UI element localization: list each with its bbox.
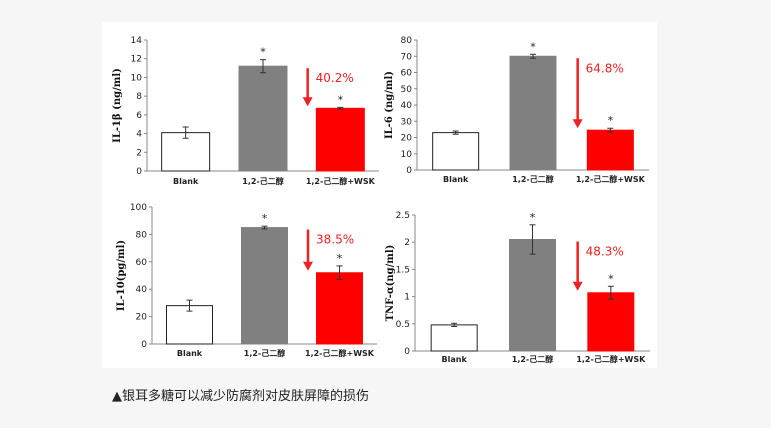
significance-marker: * [530,211,536,224]
x-category-label: 1,2-己二醇 [512,354,554,364]
y-tick-label: 14 [131,36,143,46]
bar-diol [509,238,556,352]
y-tick-label: 30 [401,117,413,127]
x-category-label: 1,2-己二醇 [244,348,286,358]
x-category-label: 1,2-己二醇+WSK [305,348,375,358]
y-axis-title: IL-1β (ng/ml) [112,68,123,143]
x-category-label: Blank [177,349,203,358]
reduction-percent-label: 38.5% [316,233,354,247]
y-tick-label: 0 [141,340,147,350]
y-tick-label: 12 [131,55,142,65]
significance-marker: * [260,46,266,59]
y-tick-label: 4 [136,130,142,140]
bar-diol [241,227,288,345]
il-6-chart: 0 10 20 30 40 50 60 70 80 IL-6 (ng/ml) Blank * 1,2-己… [384,36,649,184]
y-tick-label: 0.5 [396,320,410,330]
bar-blank [430,324,478,352]
y-tick-label: 8 [136,92,142,102]
bar-diol-wsk [315,107,365,172]
il-1b-chart: 0 2 4 6 8 10 12 14 IL-1β (ng/ml) Blank * 1,2-己二醇 * 1,… [112,36,379,186]
reduction-percent-label: 48.3% [586,244,624,258]
y-tick-label: 50 [401,85,413,95]
reduction-arrow-head [303,261,313,271]
y-axis-title: IL-6 (ng/ml) [384,71,395,139]
reduction-percent-label: 40.2% [316,71,354,85]
reduction-arrow-head [572,119,583,129]
y-tick-label: 80 [401,36,413,46]
y-tick-label: 60 [136,258,148,268]
significance-marker: * [608,272,614,285]
bar-blank [161,132,211,172]
bar-diol-wsk [587,292,635,352]
y-tick-label: 20 [136,313,148,323]
reduction-arrow-head [302,97,313,107]
y-tick-label: 40 [401,101,413,111]
x-category-label: Blank [442,355,468,364]
y-tick-label: 0 [136,167,142,177]
y-axis-title: TNF-α(ng/ml) [385,245,396,322]
figure-caption: ▲银耳多糖可以减少防腐剂对皮肤屏障的损伤 [112,389,369,404]
significance-marker: * [262,212,268,225]
y-tick-label: 6 [136,111,142,121]
y-tick-label: 60 [401,69,413,79]
y-tick-label: 2.5 [396,211,410,221]
bar-diol-wsk [316,272,363,345]
reduction-percent-label: 64.8% [586,61,624,75]
x-category-label: Blank [443,175,469,184]
reduction-arrow-head [572,281,583,291]
significance-marker: * [337,252,343,265]
y-tick-label: 1 [404,293,410,303]
tnf-a-chart: 0 0.5 1 1.5 2 2.5 TNF-α(ng/ml) Blank * 1,2-己二醇 * 1,… [385,211,650,364]
significance-marker: * [530,40,536,53]
x-category-label: 1,2-己二醇+WSK [306,176,376,186]
y-axis-title: IL-10(pg/ml) [116,240,127,311]
y-tick-label: 10 [401,150,413,160]
y-tick-label: 70 [401,52,413,62]
y-tick-label: 80 [136,230,148,240]
y-tick-label: 2 [404,238,410,248]
x-category-label: Blank [173,177,199,186]
y-tick-label: 100 [130,203,147,213]
x-category-label: 1,2-己二醇+WSK [576,174,646,184]
x-category-label: 1,2-己二醇+WSK [576,354,646,364]
x-category-label: 1,2-己二醇 [512,174,554,184]
y-tick-label: 10 [131,73,143,83]
y-tick-label: 0 [404,347,410,357]
bar-diol [509,55,557,171]
bar-diol-wsk [586,129,634,171]
significance-marker: * [608,114,614,127]
significance-marker: * [338,93,344,106]
il-10-chart: 0 20 40 60 80 100 IL-10(pg/ml) Blank * 1,2-己二醇 * 1,… [116,203,377,358]
y-tick-label: 0 [406,166,412,176]
y-tick-label: 20 [401,134,413,144]
bar-diol [238,65,288,172]
y-tick-label: 2 [136,148,142,158]
y-tick-label: 1.5 [396,265,410,275]
x-category-label: 1,2-己二醇 [242,176,284,186]
y-tick-label: 40 [136,285,148,295]
bar-blank [432,132,480,171]
